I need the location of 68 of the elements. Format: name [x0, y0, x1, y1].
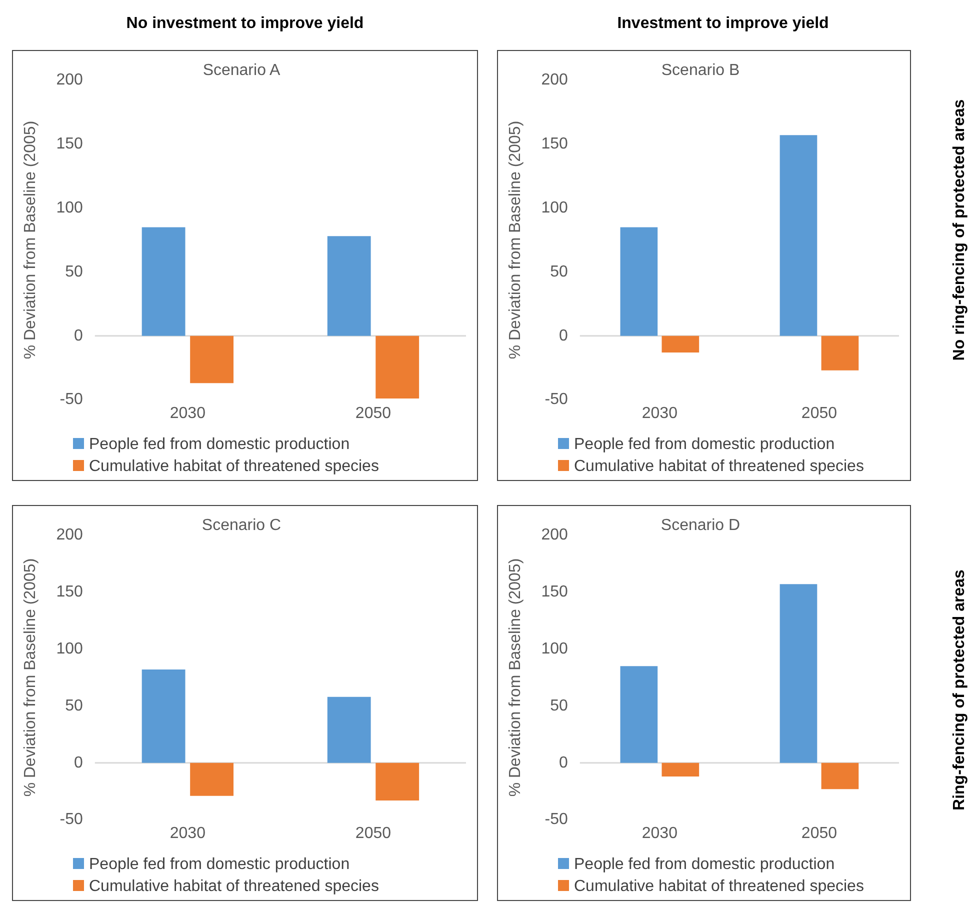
- y-tick-label: -50: [60, 811, 83, 828]
- x-tick-label: 2030: [170, 404, 206, 422]
- bar: [376, 762, 420, 800]
- y-tick-label: 200: [541, 526, 568, 544]
- legend-label: People fed from domestic production: [88, 435, 351, 455]
- x-tick-label: 2030: [642, 824, 678, 842]
- y-tick-label: 150: [56, 136, 83, 153]
- x-tick-label: 2030: [170, 824, 206, 842]
- bar: [142, 227, 186, 336]
- x-tick-label: 2050: [801, 404, 838, 422]
- bar: [821, 336, 859, 370]
- y-axis-title: % Deviation from Baseline (2005): [507, 558, 524, 797]
- y-tick-label: 200: [56, 72, 83, 89]
- y-tick-label: 100: [541, 199, 568, 216]
- y-axis-title: % Deviation from Baseline (2005): [22, 120, 40, 360]
- y-tick-label: 50: [550, 697, 568, 714]
- legend-label: People fed from domestic production: [573, 855, 836, 875]
- x-tick-label: 2050: [355, 824, 392, 842]
- x-tick-label: 2030: [642, 404, 678, 422]
- bar: [780, 584, 818, 763]
- y-tick-label: 50: [65, 697, 83, 714]
- y-tick-label: 0: [558, 754, 568, 772]
- x-tick-label: 2050: [801, 824, 838, 842]
- legend-label: Cumulative habitat of threatened species: [573, 877, 864, 897]
- y-tick-label: 150: [56, 584, 83, 601]
- legend-label: People fed from domestic production: [573, 435, 836, 455]
- bar: [327, 236, 371, 336]
- chart-title: Scenario A: [202, 62, 281, 80]
- text: Investment to improve yield: [617, 15, 829, 33]
- bar: [142, 670, 186, 763]
- bar: [821, 762, 859, 790]
- bar: [662, 336, 700, 352]
- bar: [376, 336, 420, 399]
- x-tick-label: 2050: [355, 404, 392, 422]
- bar: [190, 336, 234, 384]
- bar: [620, 666, 658, 763]
- y-tick-label: 100: [541, 640, 568, 658]
- bar: [780, 135, 818, 336]
- y-tick-label: -50: [544, 811, 568, 828]
- y-tick-label: 0: [74, 327, 83, 344]
- legend-label: People fed from domestic production: [88, 855, 351, 875]
- text: Ring-fencing of protected areas: [951, 570, 969, 810]
- legend-label: Cumulative habitat of threatened species: [88, 877, 379, 897]
- y-tick-label: 0: [558, 327, 568, 344]
- y-tick-label: 0: [74, 754, 83, 772]
- y-tick-label: 100: [56, 640, 83, 658]
- legend-label: Cumulative habitat of threatened species: [88, 457, 379, 477]
- text: No investment to improve yield: [126, 15, 364, 33]
- y-tick-label: 150: [541, 136, 568, 153]
- legend-label: Cumulative habitat of threatened species: [573, 457, 864, 477]
- y-tick-label: 100: [56, 199, 83, 216]
- chart-title: Scenario D: [660, 517, 740, 534]
- y-axis-title: % Deviation from Baseline (2005): [22, 558, 40, 797]
- y-tick-label: 50: [65, 263, 83, 280]
- bar: [662, 762, 700, 777]
- bar: [620, 227, 658, 336]
- y-tick-label: 200: [541, 72, 568, 89]
- y-tick-label: 150: [541, 584, 568, 601]
- y-axis-title: % Deviation from Baseline (2005): [507, 120, 524, 360]
- chart-title: Scenario C: [202, 517, 282, 534]
- y-tick-label: -50: [60, 391, 83, 408]
- y-tick-label: 50: [550, 263, 568, 280]
- bar: [327, 696, 371, 763]
- y-tick-label: -50: [544, 391, 568, 408]
- chart-title: Scenario B: [661, 62, 740, 80]
- bar: [190, 762, 234, 796]
- text: No ring-fencing of protected areas: [951, 99, 969, 361]
- y-tick-label: 200: [56, 526, 83, 544]
